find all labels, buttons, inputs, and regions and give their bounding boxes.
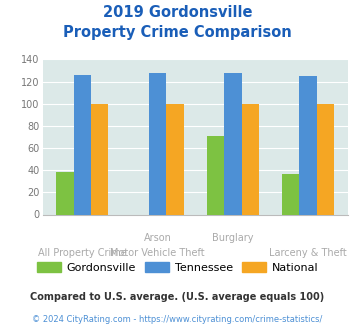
Text: Larceny & Theft: Larceny & Theft [269,248,347,258]
Text: Burglary: Burglary [212,233,253,243]
Bar [91,104,108,214]
Text: Arson: Arson [144,233,171,243]
Bar [282,174,299,214]
Text: Motor Vehicle Theft: Motor Vehicle Theft [110,248,205,258]
Bar [74,75,91,214]
Text: All Property Crime: All Property Crime [38,248,127,258]
Text: 2019 Gordonsville: 2019 Gordonsville [103,5,252,20]
Bar [317,104,334,214]
Text: Compared to U.S. average. (U.S. average equals 100): Compared to U.S. average. (U.S. average … [31,292,324,302]
Text: Property Crime Comparison: Property Crime Comparison [63,25,292,40]
Bar [56,172,74,215]
Bar [207,136,224,214]
Bar [149,73,166,214]
Bar [241,104,259,214]
Bar [166,104,184,214]
Bar [299,76,317,215]
Bar [224,73,241,214]
Legend: Gordonsville, Tennessee, National: Gordonsville, Tennessee, National [32,258,323,278]
Text: © 2024 CityRating.com - https://www.cityrating.com/crime-statistics/: © 2024 CityRating.com - https://www.city… [32,315,323,324]
